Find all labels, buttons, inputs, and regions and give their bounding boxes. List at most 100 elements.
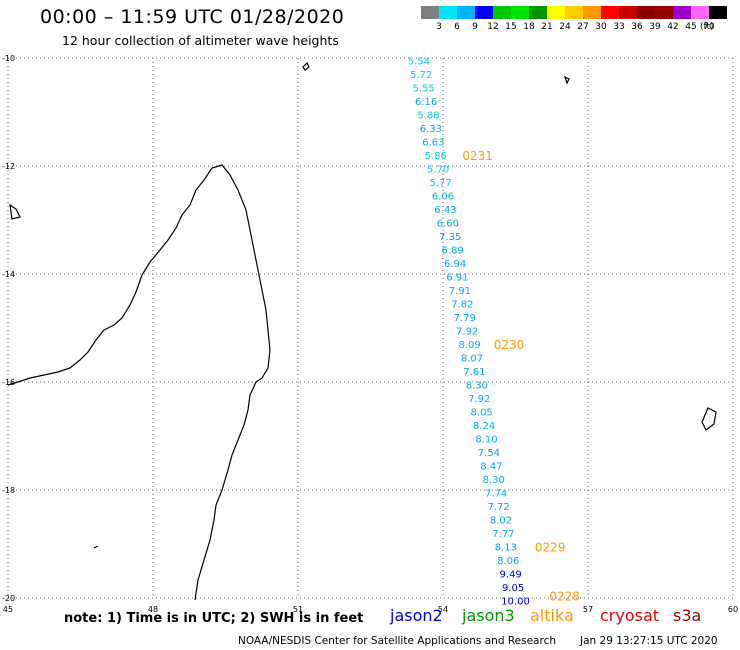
legend-swatch xyxy=(709,6,727,19)
swh-value: 8.47 xyxy=(480,462,502,473)
swh-value: 8.13 xyxy=(495,543,517,554)
chart-subtitle: 12 hour collection of altimeter wave hei… xyxy=(62,33,339,48)
axes: 45 48 51 54 57 60 -10 -12 -14 -16 -18 -20 xyxy=(2,54,738,614)
swh-value: 9.05 xyxy=(502,583,524,594)
legend-swatch xyxy=(457,6,475,19)
legend-swatch xyxy=(655,6,673,19)
swh-value: 7.91 xyxy=(449,286,471,297)
legend-swatch xyxy=(619,6,637,19)
y-tick-label: -12 xyxy=(2,162,15,171)
y-tick-label: -16 xyxy=(2,378,15,387)
legend-label: 45 xyxy=(685,22,697,32)
swh-value: 9.49 xyxy=(500,570,522,581)
y-tick-label: -20 xyxy=(2,594,15,603)
legend-label: 36 xyxy=(631,22,643,32)
swh-value: 6.43 xyxy=(434,205,456,216)
legend-label: 12 xyxy=(487,22,499,32)
legend-label: 24 xyxy=(559,22,571,32)
units-note: note: 1) Time is in UTC; 2) SWH is in fe… xyxy=(64,611,364,626)
swh-value: 6.63 xyxy=(422,138,444,149)
comoros-island xyxy=(302,61,310,71)
swh-value: 7.61 xyxy=(463,367,485,378)
legend-label: 9 xyxy=(472,22,478,32)
x-tick-label: 51 xyxy=(293,605,303,614)
swh-value: 8.05 xyxy=(471,408,493,419)
legend-label: 27 xyxy=(577,22,589,32)
legend-swatch xyxy=(691,6,709,19)
coastline xyxy=(7,61,717,601)
y-tick-label: -10 xyxy=(2,54,15,63)
x-tick-label: 54 xyxy=(438,605,448,614)
legend-swatch xyxy=(547,6,565,19)
swh-value: 5.77 xyxy=(429,178,451,189)
legend-units: (ft) xyxy=(700,22,714,32)
pass-time-label: 0231 xyxy=(462,149,493,163)
swh-value: 8.02 xyxy=(490,516,512,527)
legend-swatch xyxy=(673,6,691,19)
y-tick-label: -14 xyxy=(2,270,15,279)
swh-value: 7.35 xyxy=(439,232,461,243)
swh-value: 6.16 xyxy=(415,97,437,108)
x-tick-label: 45 xyxy=(3,605,13,614)
legend-swatch xyxy=(475,6,493,19)
swh-value: 8.07 xyxy=(461,354,483,365)
swh-value: 5.86 xyxy=(425,151,447,162)
generation-timestamp: Jan 29 13:27:15 UTC 2020 xyxy=(580,635,718,647)
swh-value: 8.10 xyxy=(475,435,497,446)
legend-swatch xyxy=(421,6,439,19)
legend-label: 18 xyxy=(523,22,535,32)
swh-value: 5.54 xyxy=(408,57,430,68)
chart-title: 00:00 – 11:59 UTC 01/28/2020 xyxy=(40,6,345,28)
legend-swatch xyxy=(583,6,601,19)
time-labels: 0231 0230 0229 0228 xyxy=(462,149,580,603)
legend-label: 33 xyxy=(613,22,625,32)
legend-swatch xyxy=(601,6,619,19)
swh-value: 6.89 xyxy=(442,246,464,257)
swh-value: 7.82 xyxy=(451,300,473,311)
legend-swatch xyxy=(439,6,457,19)
swh-value: 8.24 xyxy=(473,421,495,432)
legend-label: 15 xyxy=(505,22,517,32)
satellite-legend-item: cryosat xyxy=(600,606,660,625)
swh-value: 7.77 xyxy=(492,529,514,540)
swh-value: 5.55 xyxy=(413,84,435,95)
legend-swatch xyxy=(511,6,529,19)
satellite-legend-item: jason3 xyxy=(462,606,515,625)
legend-label: 30 xyxy=(595,22,607,32)
swh-value: 7.92 xyxy=(468,394,490,405)
satellite-legend-item: s3a xyxy=(673,606,702,625)
legend-label: 39 xyxy=(649,22,661,32)
swh-value: 7.54 xyxy=(478,448,500,459)
legend-swatch xyxy=(529,6,547,19)
satellite-legend-item: jason2 xyxy=(390,606,443,625)
swh-value: 10.00 xyxy=(501,597,530,608)
x-tick-label: 57 xyxy=(583,605,593,614)
madagascar-coast xyxy=(7,164,271,601)
swh-value: 7.92 xyxy=(456,327,478,338)
swh-value: 6.33 xyxy=(420,124,442,135)
pass-time-label: 0230 xyxy=(494,338,525,352)
satellite-track: 5.54 5.72 5.55 6.16 5.88 6.33 6.63 5.86 5.70 5.77… xyxy=(408,57,530,608)
swh-value: 8.30 xyxy=(483,475,505,486)
swh-value: 6.06 xyxy=(432,192,454,203)
legend-label: 70 xyxy=(703,22,715,32)
y-tick-label: -18 xyxy=(2,486,15,495)
swh-value: 6.91 xyxy=(446,273,468,284)
swh-value: 8.30 xyxy=(466,381,488,392)
swh-value: 5.72 xyxy=(410,70,432,81)
swh-value: 8.06 xyxy=(497,556,519,567)
legend-label: 3 xyxy=(436,22,442,32)
swh-value: 8.09 xyxy=(458,340,480,351)
x-tick-label: 60 xyxy=(728,605,738,614)
swh-value: 7.74 xyxy=(485,489,507,500)
legend-swatch xyxy=(565,6,583,19)
legend-label: 6 xyxy=(454,22,460,32)
legend-swatch xyxy=(637,6,655,19)
seychelles-island xyxy=(563,75,570,85)
x-tick-label: 48 xyxy=(148,605,158,614)
legend-label: 42 xyxy=(667,22,679,32)
pass-time-label: 0228 xyxy=(549,589,580,603)
legend-label: 21 xyxy=(541,22,553,32)
swh-value: 7.72 xyxy=(487,502,509,513)
